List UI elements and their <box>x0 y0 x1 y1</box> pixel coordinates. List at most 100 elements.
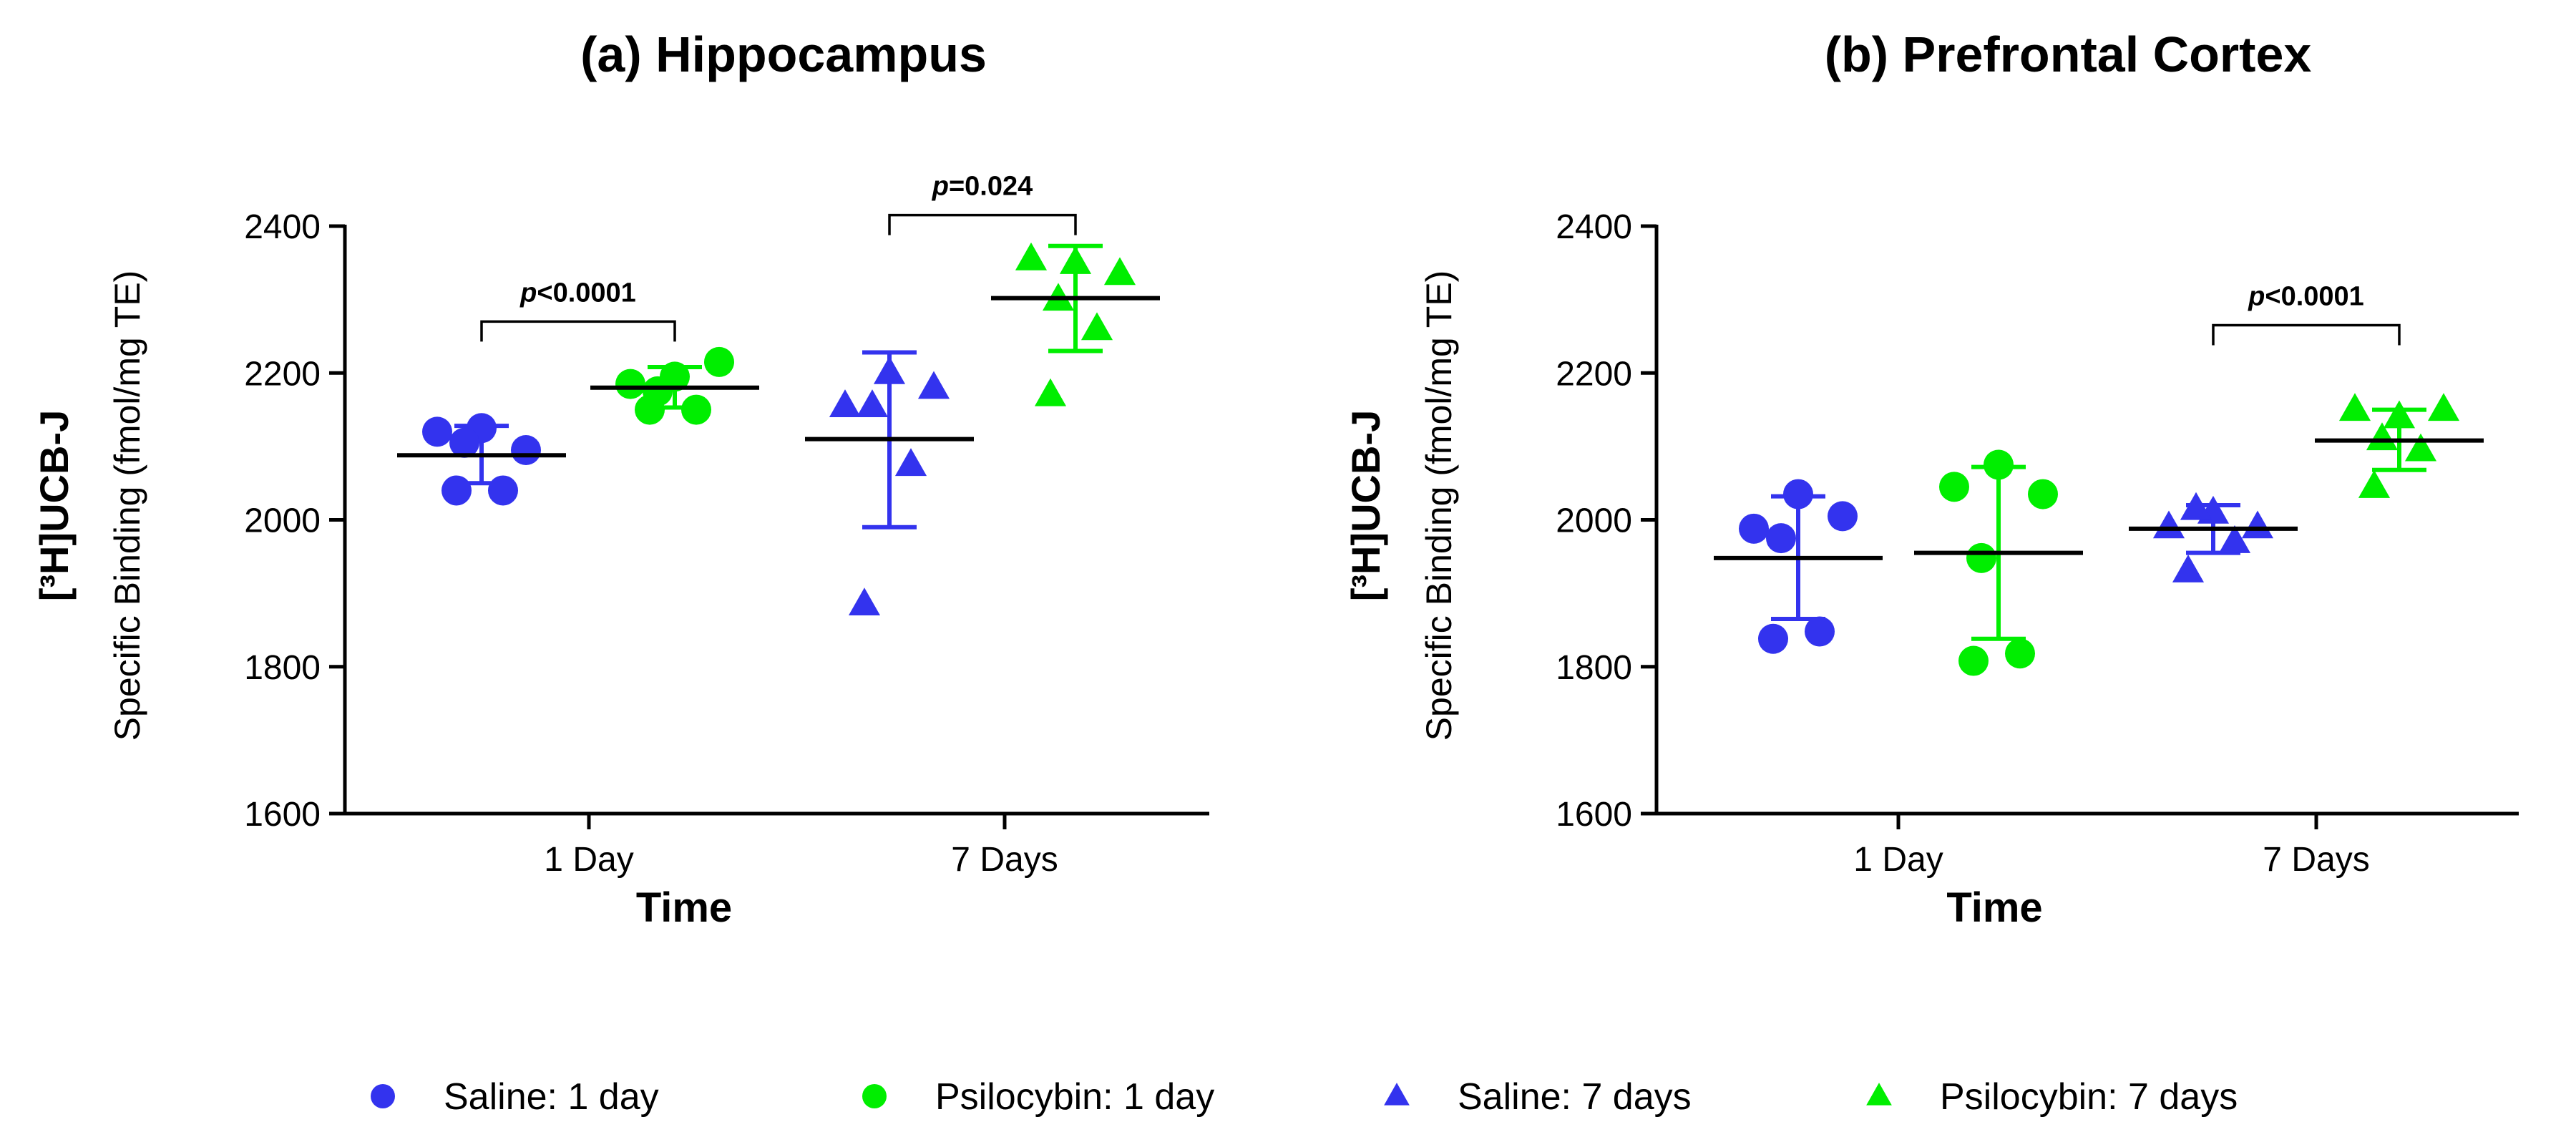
x-tick-label: 1 Day <box>1853 841 1943 879</box>
y-axis-title: [³H]UCB-J <box>31 410 77 602</box>
panel-hippocampus: (a) Hippocampus 1600 1800 2000 2200 2400 1 Da… <box>31 26 1209 931</box>
bracket-line <box>480 320 676 342</box>
data-point <box>2172 555 2205 582</box>
y-tick-label: 1800 <box>1556 649 1632 687</box>
bracket-line <box>888 213 1077 235</box>
significance-label: p<0.0001 <box>519 278 636 308</box>
data-point <box>615 369 645 399</box>
y-axis-title: [³H]UCB-J <box>1343 410 1388 602</box>
data-point <box>422 416 452 447</box>
y-tick-label: 1800 <box>244 649 321 687</box>
data-point <box>1059 246 1092 274</box>
data-point <box>2427 393 2460 421</box>
data-point <box>1758 623 1788 654</box>
legend: Saline: 1 day Psilocybin: 1 day Saline: 7 … <box>371 1076 2238 1118</box>
y-tick-label: 1600 <box>244 796 321 834</box>
group-4 <box>2315 393 2484 498</box>
y-axis-subtitle: Specific Binding (fmol/mg TE) <box>1419 270 1459 741</box>
data-point <box>1034 378 1067 406</box>
panel-prefrontal-cortex: (b) Prefrontal Cortex 1600 1800 2000 2200 24… <box>1343 26 2519 931</box>
data-point <box>1015 242 1048 270</box>
data-point <box>1966 542 1996 573</box>
data-point <box>2028 479 2058 509</box>
data-point <box>1739 513 1769 544</box>
legend-label: Saline: 1 day <box>444 1076 659 1118</box>
data-point <box>1783 479 1813 509</box>
significance-bracket: p<0.0001 <box>2212 282 2401 346</box>
legend-item: Saline: 7 days <box>1384 1076 1692 1118</box>
legend-label: Saline: 7 days <box>1458 1076 1692 1118</box>
significance-p: p <box>932 172 949 202</box>
data-point <box>1958 645 1989 676</box>
significance-label: p<0.0001 <box>2248 282 2364 312</box>
x-tick-label: 1 Day <box>544 841 633 879</box>
data-point <box>449 427 479 458</box>
group-3 <box>2129 492 2298 582</box>
group-2 <box>1914 449 2083 676</box>
data-point <box>1984 449 2014 480</box>
y-tick-label: 2000 <box>1556 502 1632 540</box>
data-point <box>894 448 927 477</box>
significance-bracket: p<0.0001 <box>480 278 676 342</box>
y-tick-label: 2200 <box>1556 355 1632 393</box>
chart-title: (a) Hippocampus <box>580 26 987 82</box>
data-point <box>873 356 906 384</box>
data-point <box>2180 492 2212 520</box>
x-tick-label: 7 Days <box>2263 841 2369 879</box>
significance-label: p=0.024 <box>932 172 1033 202</box>
significance-p: p <box>2248 282 2265 312</box>
data-point <box>2383 400 2416 429</box>
x-tick-label: 7 Days <box>951 841 1058 879</box>
data-point <box>1805 616 1835 647</box>
y-axis-subtitle: Specific Binding (fmol/mg TE) <box>107 270 147 741</box>
data-point <box>2005 638 2035 669</box>
legend-item: Psilocybin: 7 days <box>1866 1076 2238 1118</box>
data-point <box>856 389 889 417</box>
data-point <box>635 394 665 425</box>
data-point <box>2152 510 2185 539</box>
legend-marker <box>371 1084 395 1108</box>
data-point <box>1828 501 1858 532</box>
group-1 <box>1714 479 1883 654</box>
y-tick-label: 1600 <box>1556 796 1632 834</box>
group-3 <box>805 350 974 616</box>
significance-value: <0.0001 <box>537 278 635 308</box>
data-point <box>829 389 862 417</box>
bracket-line <box>2212 323 2401 346</box>
data-point <box>681 394 711 425</box>
legend-label: Psilocybin: 1 day <box>935 1076 1214 1118</box>
legend-marker <box>1866 1083 1892 1106</box>
data-point <box>704 346 734 377</box>
data-point <box>848 587 881 616</box>
group-4 <box>991 242 1160 406</box>
data-point <box>2338 393 2371 421</box>
legend-item: Psilocybin: 1 day <box>862 1076 1214 1118</box>
y-tick-label: 2200 <box>244 355 321 393</box>
legend-label: Psilocybin: 7 days <box>1940 1076 2238 1118</box>
data-point <box>2218 525 2251 553</box>
data-point <box>511 435 541 466</box>
x-axis-title: Time <box>636 884 732 931</box>
significance-p: p <box>519 278 537 308</box>
x-axis-title: Time <box>1946 884 2042 931</box>
chart-title: (b) Prefrontal Cortex <box>1825 26 2312 82</box>
data-point <box>2404 433 2437 462</box>
group-1 <box>397 413 566 506</box>
data-point <box>1766 523 1796 554</box>
data-point <box>2358 470 2391 498</box>
data-point <box>917 371 950 399</box>
y-tick-label: 2400 <box>244 208 321 246</box>
data-point <box>2241 510 2274 539</box>
significance-value: <0.0001 <box>2265 282 2363 312</box>
legend-marker <box>862 1084 887 1108</box>
legend-marker <box>1384 1083 1410 1106</box>
group-2 <box>590 346 759 425</box>
data-point <box>441 475 472 506</box>
data-point <box>488 475 518 506</box>
significance-value: =0.024 <box>949 172 1033 202</box>
y-tick-label: 2400 <box>1556 208 1632 246</box>
data-point <box>1080 312 1113 341</box>
significance-bracket: p=0.024 <box>888 172 1077 235</box>
